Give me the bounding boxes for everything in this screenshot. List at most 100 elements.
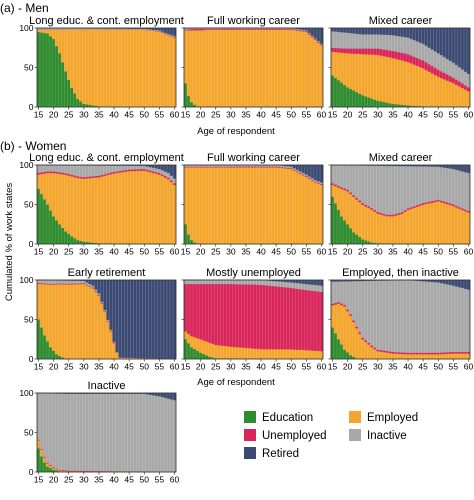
y-axis-title: Cumulated % of work states xyxy=(4,183,15,302)
panel-title: Mixed career xyxy=(369,15,433,27)
x-tick-label: 35 xyxy=(94,475,104,485)
x-tick-label: 30 xyxy=(226,110,236,120)
x-tick-label: 40 xyxy=(109,475,119,485)
x-tick-label: 15 xyxy=(181,362,191,372)
x-tick-label: 55 xyxy=(155,110,165,120)
legend-swatch-unemployed xyxy=(244,429,256,441)
panel-10: Inactive 15 20 25 30 35 40 45 50 55 60 0 50 100 xyxy=(19,380,179,485)
x-tick-label: 60 xyxy=(170,247,180,257)
y-tick-label: 50 xyxy=(24,63,34,73)
panel-title: Mixed career xyxy=(369,152,433,164)
x-tick-label: 30 xyxy=(373,247,383,257)
x-tick-label: 55 xyxy=(449,362,459,372)
x-tick-label: 50 xyxy=(434,110,444,120)
x-tick-label: 50 xyxy=(140,247,150,257)
x-tick-label: 15 xyxy=(34,110,44,120)
x-tick-label: 15 xyxy=(328,110,338,120)
y-tick-label: 0 xyxy=(29,102,34,112)
x-tick-label: 55 xyxy=(155,362,165,372)
bar-separators xyxy=(333,28,468,107)
x-tick-label: 50 xyxy=(140,362,150,372)
x-tick-label: 35 xyxy=(241,247,251,257)
x-tick-label: 15 xyxy=(328,247,338,257)
x-tick-label: 25 xyxy=(64,475,74,485)
x-tick-label: 45 xyxy=(124,475,134,485)
panel-title: Inactive xyxy=(88,380,126,392)
x-tick-label: 30 xyxy=(79,110,89,120)
bar-separators xyxy=(186,280,321,359)
x-tick-label: 20 xyxy=(196,110,206,120)
x-tick-label: 45 xyxy=(271,247,281,257)
x-tick-label: 40 xyxy=(109,247,119,257)
x-tick-label: 30 xyxy=(79,247,89,257)
x-tick-label: 35 xyxy=(94,362,104,372)
x-tick-label: 25 xyxy=(64,362,74,372)
x-tick-label: 45 xyxy=(418,362,428,372)
y-tick-label: 100 xyxy=(19,160,33,170)
x-tick-label: 30 xyxy=(226,247,236,257)
x-tick-label: 15 xyxy=(181,247,191,257)
bar-separators xyxy=(39,393,174,472)
x-tick-label: 40 xyxy=(256,110,266,120)
panel-9: Employed, then inactive 15 20 25 30 35 40 45 50 5… xyxy=(328,267,474,372)
x-tick-label: 45 xyxy=(271,362,281,372)
x-tick-label: 30 xyxy=(226,362,236,372)
x-tick-label: 35 xyxy=(388,247,398,257)
x-tick-label: 35 xyxy=(241,110,251,120)
x-tick-label: 60 xyxy=(464,362,474,372)
section-label-men: (a) - Men xyxy=(0,1,49,15)
y-tick-label: 0 xyxy=(29,467,34,477)
bar-separators xyxy=(39,28,174,107)
legend-label-inactive: Inactive xyxy=(367,430,407,442)
x-tick-label: 50 xyxy=(140,110,150,120)
x-tick-label: 30 xyxy=(373,110,383,120)
legend-label-employed: Employed xyxy=(367,412,418,424)
x-tick-label: 25 xyxy=(64,247,74,257)
x-tick-label: 35 xyxy=(241,362,251,372)
bar-separators xyxy=(39,280,174,359)
x-tick-label: 35 xyxy=(94,247,104,257)
x-tick-label: 60 xyxy=(464,110,474,120)
x-tick-label: 25 xyxy=(211,362,221,372)
x-tick-label: 50 xyxy=(434,362,444,372)
x-tick-label: 40 xyxy=(109,362,119,372)
x-tick-label: 55 xyxy=(449,110,459,120)
x-tick-label: 35 xyxy=(94,110,104,120)
panel-title: Long educ. & cont. employment xyxy=(29,15,184,27)
x-tick-label: 60 xyxy=(170,362,180,372)
panel-title: Full working career xyxy=(207,152,300,164)
legend-swatch-inactive xyxy=(349,429,361,441)
legend-swatch-employed xyxy=(349,411,361,423)
y-tick-label: 100 xyxy=(19,388,33,398)
x-tick-label: 15 xyxy=(181,110,191,120)
x-tick-label: 60 xyxy=(170,475,180,485)
x-tick-label: 50 xyxy=(140,475,150,485)
y-tick-label: 100 xyxy=(19,23,33,33)
x-tick-label: 30 xyxy=(79,362,89,372)
x-tick-label: 55 xyxy=(302,110,312,120)
x-tick-label: 20 xyxy=(343,247,353,257)
legend-label-education: Education xyxy=(262,412,313,424)
x-tick-label: 45 xyxy=(418,247,428,257)
panel-title: Long educ. & cont. employment xyxy=(29,152,184,164)
panel-2: Full working career 15 20 25 30 35 40 45 50 55 60 xyxy=(181,15,327,120)
panel-title: Full working career xyxy=(207,15,300,27)
x-tick-label: 20 xyxy=(196,362,206,372)
x-tick-label: 20 xyxy=(196,247,206,257)
bar-separators xyxy=(333,280,468,359)
x-tick-label: 60 xyxy=(464,247,474,257)
panel-title: Mostly unemployed xyxy=(206,267,301,279)
x-tick-label: 30 xyxy=(373,362,383,372)
x-tick-label: 55 xyxy=(449,247,459,257)
x-tick-label: 35 xyxy=(388,110,398,120)
x-tick-label: 15 xyxy=(34,247,44,257)
x-tick-label: 20 xyxy=(49,247,59,257)
x-tick-label: 45 xyxy=(271,110,281,120)
x-tick-label: 45 xyxy=(124,247,134,257)
section-label-women: (b) - Women xyxy=(0,139,66,153)
panel-1: Long educ. & cont. employment 15 20 25 30 35 4… xyxy=(19,15,184,120)
bar-separators xyxy=(39,165,174,244)
x-tick-label: 50 xyxy=(287,247,297,257)
y-tick-label: 0 xyxy=(29,239,34,249)
